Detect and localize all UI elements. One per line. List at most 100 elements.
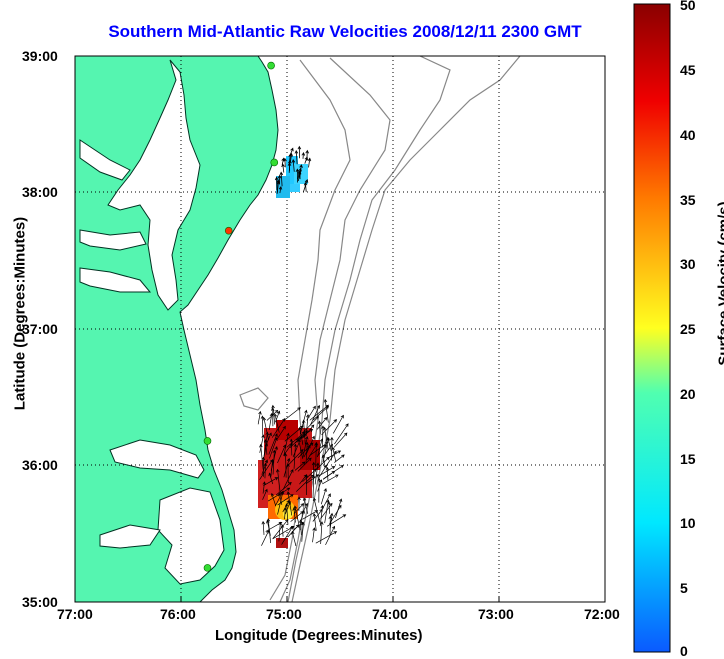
- graticule: [75, 56, 605, 602]
- velocity-arrow: [289, 147, 294, 157]
- velocity-arrow: [299, 164, 303, 179]
- velocity-arrow: [323, 398, 329, 423]
- velocity-arrow: [317, 477, 321, 503]
- velocity-arrow: [275, 490, 284, 506]
- velocity-arrow: [261, 529, 270, 546]
- velocity-arrow: [316, 416, 328, 430]
- river-inlet: [79, 139, 131, 181]
- velocity-arrow: [302, 436, 309, 458]
- velocity-arrow: [276, 180, 280, 194]
- velocity-arrow: [307, 157, 312, 168]
- velocity-arrow: [330, 436, 334, 461]
- velocity-arrow: [257, 410, 262, 425]
- velocity-arrow: [318, 466, 336, 477]
- velocity-arrow: [315, 531, 338, 544]
- velocity-arrow: [275, 481, 292, 496]
- velocity-arrow: [260, 415, 265, 438]
- velocity-arrow: [327, 501, 331, 514]
- velocity-arrow: [287, 162, 292, 171]
- radar-station-marker: [203, 437, 212, 445]
- river-inlet: [79, 229, 147, 251]
- velocity-arrow: [326, 450, 342, 459]
- velocity-arrow: [291, 159, 296, 172]
- velocity-arrows-south: [257, 398, 349, 547]
- velocity-arrow: [301, 419, 306, 445]
- velocity-arrow: [265, 432, 272, 446]
- velocity-arrow: [262, 488, 268, 500]
- colorbar: [633, 3, 671, 653]
- colorbar-tick-label: 15: [680, 451, 696, 467]
- velocity-arrow: [278, 492, 283, 505]
- radar-station-marker: [224, 226, 233, 235]
- velocity-arrow: [299, 509, 306, 524]
- velocity-arrow: [334, 423, 349, 445]
- velocity-arrow: [297, 438, 304, 459]
- velocity-arrow: [265, 521, 283, 532]
- velocity-arrow: [306, 435, 315, 455]
- colorbar-tick-label: 35: [680, 192, 696, 208]
- velocity-arrow: [325, 525, 336, 546]
- velocity-arrow: [301, 152, 306, 159]
- velocity-arrow: [302, 424, 315, 439]
- velocity-arrow: [321, 419, 338, 435]
- velocity-arrow: [312, 527, 316, 543]
- velocity-arrows-north: [274, 145, 312, 194]
- velocity-arrow: [323, 426, 329, 451]
- velocity-arrow: [320, 521, 324, 545]
- velocity-arrow: [302, 510, 319, 520]
- velocity-arrow: [312, 497, 321, 523]
- y-tick-label: 39:00: [22, 48, 58, 64]
- velocity-arrow: [314, 441, 319, 468]
- x-tick-marks: [74, 597, 606, 602]
- velocity-arrow: [279, 171, 284, 187]
- velocity-arrow: [283, 432, 290, 457]
- velocity-arrow: [276, 468, 281, 493]
- velocity-arrow: [259, 443, 264, 470]
- velocity-arrow: [332, 414, 344, 434]
- velocity-arrow: [263, 431, 269, 457]
- y-tick-label: 36:00: [22, 457, 58, 473]
- velocity-arrow: [270, 407, 275, 427]
- y-tick-label: 38:00: [22, 184, 58, 200]
- x-tick-label: 75:00: [266, 606, 302, 622]
- velocity-arrow: [292, 507, 296, 523]
- colorbar-tick-label: 50: [680, 0, 696, 13]
- velocity-arrow: [293, 443, 298, 469]
- velocity-arrow: [333, 432, 348, 448]
- velocity-arrow: [282, 407, 301, 422]
- velocity-arrow: [323, 464, 344, 480]
- velocity-arrow: [312, 512, 317, 531]
- velocity-arrow: [268, 472, 274, 485]
- velocity-arrow: [312, 405, 330, 421]
- velocity-arrow: [269, 437, 278, 459]
- colorbar-tick-label: 20: [680, 386, 696, 402]
- velocity-arrow: [271, 417, 286, 438]
- velocity-arrow: [297, 145, 302, 159]
- y-tick-label: 35:00: [22, 594, 58, 610]
- velocity-arrow: [263, 462, 268, 479]
- velocity-arrow: [278, 186, 283, 194]
- colorbar-tick-label: 45: [680, 62, 696, 78]
- velocity-arrow: [283, 452, 288, 478]
- radar-station-marker: [270, 158, 279, 167]
- x-tick-label: 74:00: [372, 606, 408, 622]
- velocity-arrow: [295, 168, 300, 183]
- velocity-arrow: [286, 463, 290, 484]
- velocity-arrow: [301, 521, 305, 542]
- velocity-arrow: [304, 156, 308, 164]
- colorbar-tick-label: 30: [680, 256, 696, 272]
- pamlico-sound: [157, 487, 225, 585]
- velocity-arrow: [261, 520, 265, 535]
- velocity-arrow: [276, 425, 286, 440]
- colorbar-tick-label: 0: [680, 643, 688, 659]
- velocity-arrow: [294, 149, 299, 165]
- river-inlet: [99, 524, 161, 549]
- velocity-arrow: [272, 525, 295, 540]
- velocity-arrow: [267, 487, 291, 502]
- velocity-arrow: [281, 157, 285, 165]
- velocity-arrow: [317, 420, 322, 435]
- velocity-arrow: [266, 518, 272, 544]
- velocity-arrow: [270, 446, 278, 471]
- velocity-arrow: [275, 410, 281, 423]
